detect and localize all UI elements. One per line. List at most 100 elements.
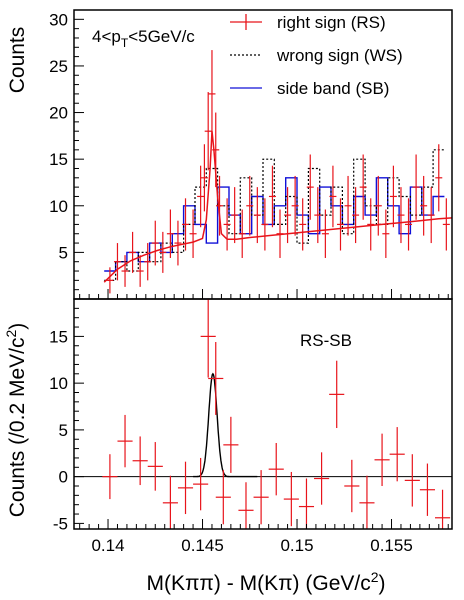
bottom-panel-ylabel: Counts (/0.2 MeV/c2) <box>3 323 29 518</box>
top-y-tick-label: 30 <box>49 10 68 29</box>
rs-point <box>314 187 322 244</box>
rs-fit-curve <box>103 131 453 283</box>
rs-point <box>276 209 284 258</box>
bottom-y-tick-label: 10 <box>49 374 68 393</box>
rs-sb-point <box>238 482 254 529</box>
bottom-x-tick-label: 0.14 <box>91 536 124 555</box>
rs-point <box>382 209 390 258</box>
rs-point <box>151 220 159 266</box>
bottom-y-tick-label: -5 <box>53 514 68 533</box>
bottom-panel-data <box>74 299 452 529</box>
rs-point <box>261 198 269 251</box>
bottom-y-tick-label: 0 <box>59 468 68 487</box>
rs-sb-point <box>374 433 390 486</box>
rs-point <box>106 267 114 294</box>
rs-sb-point <box>283 471 299 527</box>
bottom-x-tick-label: 0.145 <box>181 536 224 555</box>
legend-entry-rs: right sign (RS) <box>230 13 386 32</box>
rs-point <box>121 255 129 287</box>
rs-point <box>238 209 246 258</box>
rs-point <box>329 165 337 228</box>
rs-sb-point <box>117 414 133 468</box>
rs-point <box>336 198 344 251</box>
rs-point <box>389 165 397 228</box>
rs-sb-point <box>253 470 269 525</box>
legend-rs-label: right sign (RS) <box>277 13 386 32</box>
rs-sb-point <box>102 454 118 500</box>
rs-point <box>397 187 405 244</box>
bottom-panel-annotation: RS-SB <box>300 331 352 350</box>
rs-point <box>174 220 182 266</box>
top-y-tick-label: 25 <box>49 57 68 76</box>
rs-point <box>223 198 231 251</box>
legend-entry-ws: wrong sign (WS) <box>230 46 403 65</box>
rs-point <box>182 198 190 251</box>
rs-sb-point <box>177 461 194 515</box>
rs-point <box>246 175 254 236</box>
bottom-panel: -5 0 5 10 15 0.14 0.145 0.15 0.155 Counts (/0.2 … <box>3 298 453 595</box>
rs-point <box>435 144 443 212</box>
rs-sb-point <box>193 457 209 511</box>
rs-point <box>200 144 208 212</box>
sb-histogram <box>104 177 445 272</box>
rs-sb-point <box>208 342 224 415</box>
rs-point <box>113 243 121 281</box>
rs-point <box>321 209 329 258</box>
rs-point <box>253 187 261 244</box>
rs-point <box>189 209 197 258</box>
rs-point <box>442 198 450 251</box>
rs-sb-point <box>223 416 239 473</box>
rs-sb-point <box>419 463 435 516</box>
rs-point <box>129 231 137 273</box>
rs-sb-point <box>329 360 345 429</box>
rs-sb-point <box>344 459 360 513</box>
gaussian-fit-curve <box>193 372 258 478</box>
legend-ws-label: wrong sign (WS) <box>276 46 403 65</box>
rs-point <box>359 154 367 220</box>
rs-point <box>405 198 413 251</box>
rs-point <box>299 198 307 251</box>
legend-entry-sb: side band (SB) <box>230 79 389 98</box>
rs-point <box>412 154 420 220</box>
rs-sb-point <box>147 442 163 491</box>
bottom-y-tick-label: 15 <box>49 327 68 346</box>
bottom-x-tick-label: 0.15 <box>280 536 313 555</box>
bottom-y-tick-label: 5 <box>59 421 68 440</box>
rs-point <box>166 209 174 258</box>
rs-point <box>268 165 276 228</box>
rs-point <box>367 198 375 251</box>
bottom-x-tick-label: 0.155 <box>370 536 413 555</box>
rs-point <box>231 187 239 244</box>
rs-point <box>291 175 299 236</box>
legend: right sign (RS) wrong sign (WS) side ban… <box>230 13 403 98</box>
top-panel: 5 10 15 20 25 30 Counts 4<pT<5GeV/c right sig… <box>6 9 453 300</box>
top-panel-annotation: 4<pT<5GeV/c <box>92 27 195 50</box>
rs-point <box>344 175 352 236</box>
rs-sb-point <box>389 427 405 482</box>
rs-sb-point <box>298 478 315 529</box>
ws-histogram <box>104 149 445 281</box>
rs-point <box>212 112 220 188</box>
rs-sb-point <box>268 442 284 496</box>
rs-point <box>284 187 292 244</box>
rs-point <box>208 50 216 138</box>
rs-point <box>204 92 212 171</box>
top-panel-ylabel: Counts <box>6 27 29 94</box>
rs-point <box>420 175 428 236</box>
top-panel-ticks: 5 10 15 20 25 30 <box>49 10 449 299</box>
rs-sb-point <box>162 475 178 529</box>
bottom-panel-frame <box>73 298 453 530</box>
top-panel-data <box>103 50 453 294</box>
rs-sb-point <box>215 470 231 525</box>
rs-sb-point <box>314 452 330 505</box>
rs-point <box>144 243 152 281</box>
bottom-panel-ticks: -5 0 5 10 15 0.14 0.145 0.15 0.155 <box>49 307 449 555</box>
rs-point <box>159 231 167 273</box>
rs-sb-point <box>434 489 451 529</box>
legend-sb-label: side band (SB) <box>277 79 389 98</box>
rs-point <box>306 154 314 220</box>
rs-sb-point <box>200 299 216 378</box>
rs-point <box>197 165 205 228</box>
